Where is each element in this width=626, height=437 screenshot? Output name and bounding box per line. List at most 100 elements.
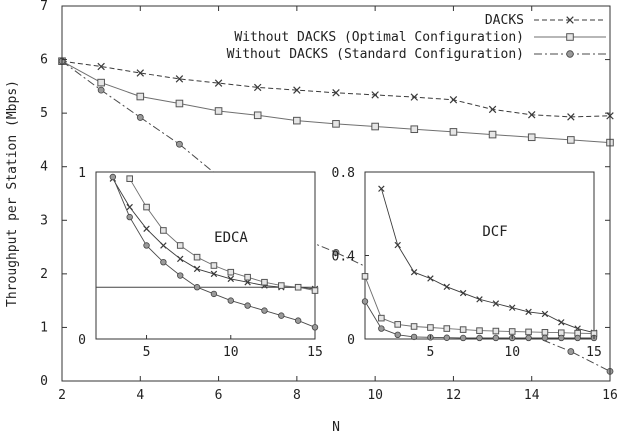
inset-point-0-7 [227, 275, 234, 283]
inset-edca: 5 10 15 0 1 [78, 166, 323, 360]
x-tick-label-3: 8 [293, 388, 301, 403]
inset-point-0-1 [126, 203, 133, 211]
x-tick-label-1: 4 [136, 388, 144, 403]
point-0-2 [136, 69, 145, 77]
inset-point-2-13 [574, 334, 581, 342]
x-tick-label-0: 2 [58, 388, 66, 403]
legend-label-standard: Without DACKS (Standard Configuration) [227, 47, 524, 62]
inset-point-2-9 [261, 307, 268, 314]
inset-point-1-2 [160, 227, 167, 234]
inset-point-0-8 [508, 304, 516, 311]
inset-y-tick-label-0: 0 [347, 333, 355, 348]
inset-point-0-7 [492, 300, 500, 307]
inset-point-2-6 [459, 334, 467, 342]
point-0-5 [253, 83, 262, 92]
point-1-8 [371, 122, 379, 131]
inset-point-1-1 [378, 314, 385, 322]
inset-point-2-12 [311, 324, 319, 331]
inset-frame [364, 171, 595, 340]
inset-point-0-9 [525, 308, 532, 316]
point-0-3 [175, 75, 184, 83]
inset-point-2-2 [394, 331, 401, 339]
inset-point-2-7 [227, 297, 234, 304]
inset-x-tick-label-1: 10 [223, 345, 239, 360]
inset-point-2-11 [541, 334, 549, 342]
inset-point-1-10 [525, 328, 532, 336]
inset-dcf: 5 10 15 0 0.4 0.8 [332, 166, 602, 360]
inset-point-0-2 [410, 268, 418, 276]
inset-point-1-10 [294, 283, 302, 291]
inset-point-1-5 [210, 262, 218, 269]
inset-point-2-8 [244, 302, 251, 309]
point-0-6 [293, 86, 301, 94]
inset-point-1-6 [459, 326, 467, 333]
inset-x-tick-label-0: 5 [143, 345, 151, 360]
inset-x-tick-label-1: 10 [504, 345, 520, 360]
inset-point-2-3 [160, 258, 167, 266]
x-tick-label-2: 6 [215, 388, 223, 403]
y-tick-label-2: 2 [40, 267, 48, 282]
point-0-1 [97, 62, 105, 71]
inset-point-1-3 [410, 323, 418, 330]
inset-y-tick-label-2: 0.8 [332, 166, 355, 181]
y-tick-label-3: 3 [40, 213, 48, 228]
legend-label-dacks: DACKS [485, 13, 524, 28]
y-tick-label-1: 1 [40, 320, 48, 335]
point-1-11 [488, 130, 497, 139]
point-2-7 [332, 249, 340, 256]
inset-point-1-12 [557, 329, 565, 337]
inset-frame [95, 171, 316, 340]
inset-point-2-5 [443, 334, 450, 341]
point-1-2 [136, 92, 145, 101]
inset-point-0-6 [476, 296, 483, 303]
inset-point-1-11 [541, 329, 549, 336]
inset-point-2-1 [378, 325, 385, 332]
point-0-7 [332, 89, 340, 97]
point-2-2 [136, 114, 144, 121]
inset-y-tick-label-0: 0 [78, 333, 86, 348]
inset-point-1-6 [227, 268, 235, 276]
inset-point-0-4 [177, 255, 184, 263]
point-0-12 [527, 111, 536, 119]
y-tick-label-0: 0 [40, 374, 48, 389]
inset-series-line-0 [380, 188, 595, 334]
inset-point-2-0 [361, 298, 369, 305]
legend-marker-1 [566, 33, 574, 41]
inset-point-1-9 [508, 328, 516, 335]
inset-point-1-4 [427, 324, 434, 331]
x-tick-label-4: 10 [367, 388, 383, 403]
inset-point-0-0 [378, 185, 385, 192]
plot-frame [61, 5, 611, 382]
point-1-9 [410, 125, 419, 134]
inset-point-2-0 [109, 173, 117, 181]
inset-point-1-7 [244, 273, 251, 281]
point-1-4 [214, 107, 223, 115]
inset-point-0-4 [443, 283, 451, 291]
inset-point-2-2 [143, 242, 150, 249]
point-2-13 [567, 348, 575, 355]
y-tick-label-4: 4 [40, 160, 48, 175]
legend-marker-0 [566, 16, 574, 24]
point-1-3 [175, 99, 184, 108]
inset-point-1-8 [492, 327, 500, 335]
inset-x-tick-label-0: 5 [427, 345, 435, 360]
inset-point-2-12 [558, 334, 565, 342]
point-1-1 [97, 78, 105, 87]
inset-point-1-2 [394, 321, 402, 328]
inset-point-1-9 [278, 282, 285, 289]
inset-point-0-5 [193, 265, 201, 273]
inset-x-tick-label-2: 15 [307, 345, 323, 360]
inset-point-1-11 [311, 287, 319, 294]
inset-point-0-10 [541, 310, 549, 318]
point-1-12 [527, 133, 536, 142]
inset-point-2-5 [193, 284, 201, 291]
legend-label-optimal: Without DACKS (Optimal Configuration) [234, 30, 524, 45]
inset-x-tick-label-2: 15 [586, 345, 602, 360]
inset-point-2-1 [126, 213, 133, 221]
point-1-6 [293, 116, 301, 125]
inset-dcf-title: DCF [482, 224, 507, 240]
y-axis-label: Throughput per Station (Mbps) [5, 80, 20, 307]
inset-point-0-6 [210, 270, 218, 278]
inset-point-2-7 [476, 334, 483, 342]
